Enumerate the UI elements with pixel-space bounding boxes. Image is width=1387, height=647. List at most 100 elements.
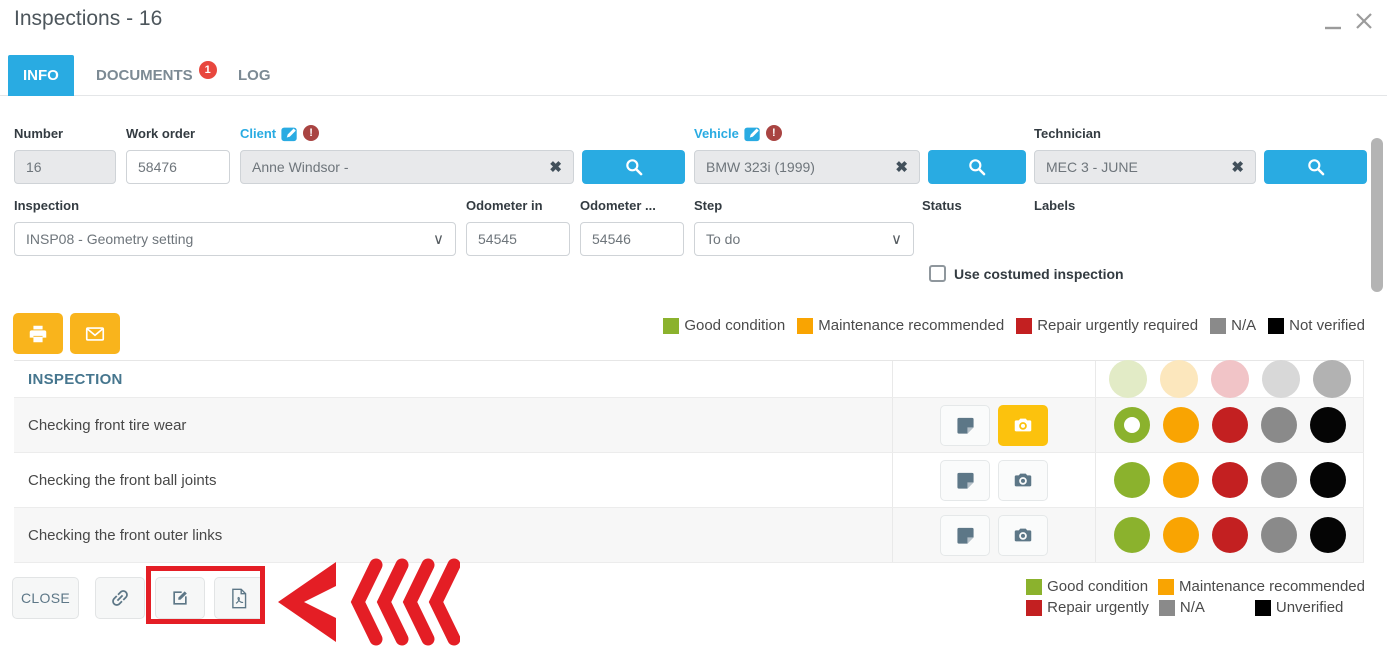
status-dot-not-verified[interactable] [1309,462,1346,498]
tab-documents[interactable]: DOCUMENTS 1 [86,55,227,96]
inspection-value: INSP08 - Geometry setting [26,231,194,247]
status-dot-na[interactable] [1260,407,1297,443]
legend-label: Good condition [684,317,786,334]
table-row: Checking front tire wear [14,398,1364,453]
annotation-highlight-box [146,566,265,624]
odometer-in-field[interactable]: 54545 [466,222,570,256]
vehicle-field[interactable]: BMW 323i (1999) ✖ [694,150,920,184]
client-label: Client ! [240,124,320,142]
status-dot-not-verified[interactable] [1309,407,1346,443]
documents-badge: 1 [198,60,217,79]
legend-item: N/A [1210,317,1256,334]
status-dot-repair[interactable] [1211,462,1248,498]
client-search-button[interactable] [582,150,685,184]
vertical-scrollbar[interactable] [1371,138,1383,292]
technician-search-button[interactable] [1264,150,1367,184]
legend-label: Repair urgently [1047,599,1149,616]
step-value: To do [706,231,741,247]
vehicle-label: Vehicle ! [694,124,782,142]
status-dot-repair[interactable] [1211,517,1248,553]
vehicle-edit-icon[interactable] [743,124,762,142]
client-field[interactable]: Anne Windsor - ✖ [240,150,574,184]
status-dot-repair[interactable] [1211,407,1248,443]
status-dot-maintenance[interactable] [1162,517,1199,553]
number-field[interactable]: 16 [14,150,116,184]
step-select[interactable]: To do ∨ [694,222,914,256]
camera-button[interactable] [998,404,1048,446]
client-edit-icon[interactable] [280,124,299,142]
header-dot-not-verified-pale [1312,360,1351,398]
edit-note-icon [173,591,187,605]
status-legend-top: Good condition Maintenance recommended R… [663,317,1365,334]
email-icon [85,326,105,341]
note-button[interactable] [940,514,990,556]
edit-button[interactable] [155,577,205,619]
status-dot-good[interactable] [1113,462,1150,498]
camera-button[interactable] [998,514,1048,556]
close-icon[interactable] [1354,11,1374,36]
legend-row: Good condition Maintenance recommended [1026,578,1365,595]
print-button[interactable] [13,313,63,354]
client-label-text: Client [240,125,277,141]
technician-label: Technician [1034,126,1101,141]
row-status-dots [1096,398,1364,452]
tab-log[interactable]: LOG [228,55,281,96]
close-button[interactable]: CLOSE [12,577,79,619]
row-actions [892,398,1096,452]
technician-clear-icon[interactable]: ✖ [1231,159,1244,176]
work-order-field[interactable]: 58476 [126,150,230,184]
search-icon [969,159,986,176]
legend-item: Good condition [663,317,785,334]
vehicle-label-text: Vehicle [694,125,739,141]
note-button[interactable] [940,459,990,501]
legend-label: Maintenance recommended [818,317,1005,334]
legend-item: Repair urgently required [1016,317,1198,334]
vehicle-value: BMW 323i (1999) [706,159,815,175]
chevron-down-icon: ∨ [891,231,902,248]
pdf-button[interactable] [214,577,264,619]
use-costumed-inspection-checkbox[interactable] [929,265,946,282]
note-icon [956,527,974,544]
camera-icon [1014,528,1032,542]
vehicle-clear-icon[interactable]: ✖ [895,159,908,176]
row-name: Checking front tire wear [28,416,187,434]
legend-item: Maintenance recommended [1158,578,1365,595]
link-button[interactable] [95,577,145,619]
legend-swatch-repair [1016,317,1033,334]
client-clear-icon[interactable]: ✖ [549,159,562,176]
legend-label: N/A [1179,599,1205,616]
status-dot-maintenance[interactable] [1162,462,1199,498]
table-row: Checking the front ball joints [14,453,1364,508]
inspection-select[interactable]: INSP08 - Geometry setting ∨ [14,222,456,256]
row-status-dots [1096,508,1364,562]
annotation-arrow-icon [272,556,461,647]
tab-info[interactable]: INFO [8,55,74,96]
search-icon [625,159,642,176]
camera-icon [1014,418,1032,432]
odometer-in-value: 54545 [478,231,517,247]
number-value: 16 [26,159,42,175]
status-dot-maintenance[interactable] [1162,407,1199,443]
pdf-icon [232,588,247,608]
chevron-down-icon: ∨ [433,231,444,248]
legend-label: Not verified [1289,317,1365,334]
odometer-out-label: Odometer ... [580,198,656,213]
note-button[interactable] [940,404,990,446]
note-icon [956,417,974,434]
vehicle-search-button[interactable] [928,150,1026,184]
legend-item: Good condition [1026,578,1148,595]
status-dot-not-verified[interactable] [1309,517,1346,553]
technician-field[interactable]: MEC 3 - JUNE ✖ [1034,150,1256,184]
camera-button[interactable] [998,459,1048,501]
email-button[interactable] [70,313,120,354]
page-title: Inspections - 16 [14,7,163,30]
legend-swatch-good [663,317,680,334]
odometer-out-field[interactable]: 54546 [580,222,684,256]
status-dot-good-selected[interactable] [1113,407,1150,443]
labels-label: Labels [1034,198,1076,213]
status-dot-na[interactable] [1260,462,1297,498]
minimize-icon[interactable] [1324,18,1342,36]
status-dot-good[interactable] [1113,517,1150,553]
row-actions [892,508,1096,562]
status-dot-na[interactable] [1260,517,1297,553]
